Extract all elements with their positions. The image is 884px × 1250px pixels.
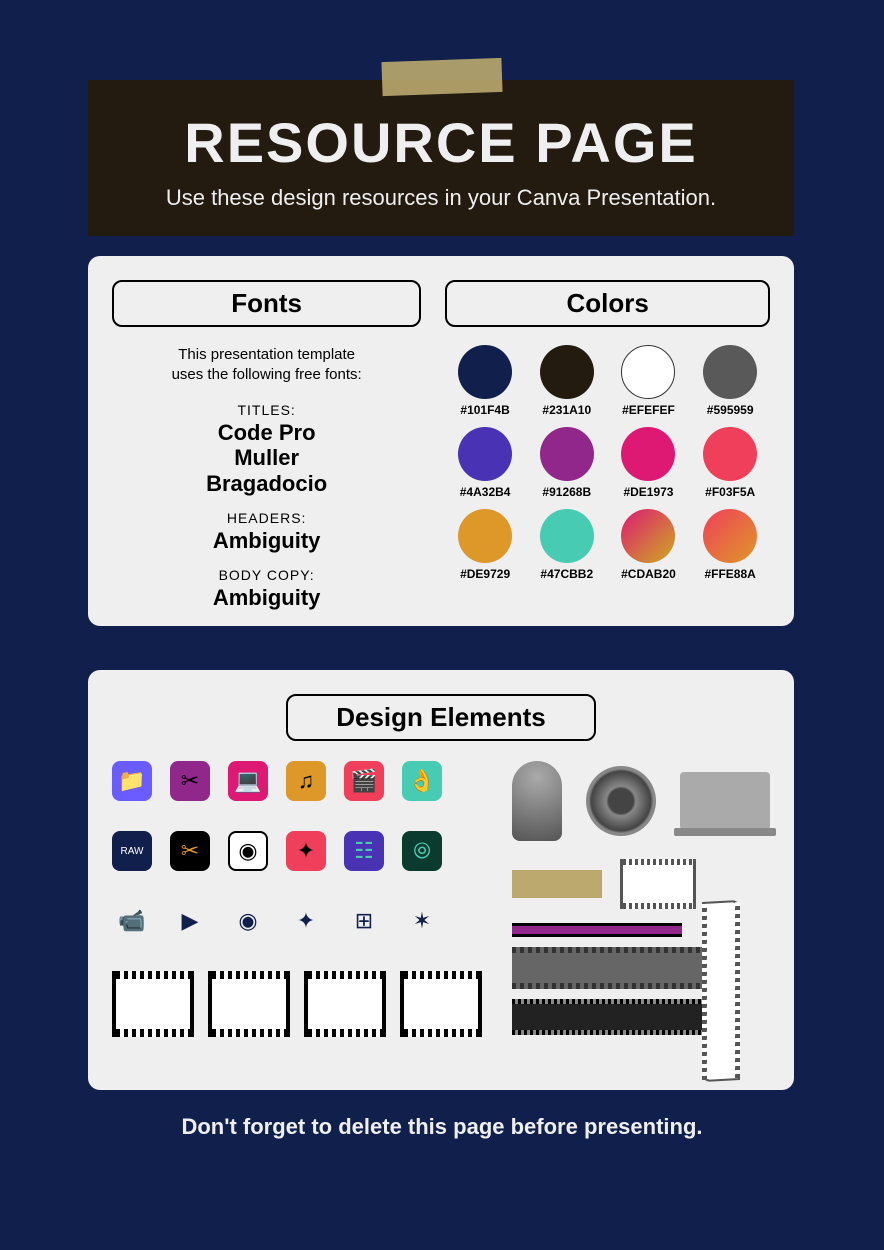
mixer-icon: ⊞: [344, 901, 384, 941]
titles-font-group: TITLES: Code Pro Muller Bragadocio: [112, 402, 421, 496]
swatch-label: #F03F5A: [696, 485, 764, 499]
swatch-circle: [621, 427, 675, 481]
swatch-label: #DE9729: [451, 567, 519, 581]
fonts-heading: Fonts: [112, 280, 421, 327]
color-swatch: #CDAB20: [615, 509, 683, 581]
color-swatch: #595959: [696, 345, 764, 417]
color-swatch: #91268B: [533, 427, 601, 499]
raw-file-icon: RAW: [112, 831, 152, 871]
swatch-circle: [703, 427, 757, 481]
image-sparkle-icon: ✦: [286, 831, 326, 871]
cut-icon: ✂: [170, 761, 210, 801]
color-swatch: #DE1973: [615, 427, 683, 499]
video-star-icon: ✦: [286, 901, 326, 941]
color-swatch: #4A32B4: [451, 427, 519, 499]
film-frame: [112, 971, 194, 1037]
film-strip-purple: [512, 923, 682, 937]
swatch-label: #91268B: [533, 485, 601, 499]
swatch-label: #DE1973: [615, 485, 683, 499]
tape-element: [512, 870, 602, 898]
headers-font-group: HEADERS: Ambiguity: [112, 510, 421, 553]
design-elements-card: Design Elements 📁 ✂ 💻 ♫ 🎬 👌 RAW ✂ ◉ ✦ ☷ ⦾ 📹 ▶ ◉ ✦ ⊞ ✶: [88, 670, 794, 1090]
icons-left-grid: 📁 ✂ 💻 ♫ 🎬 👌 RAW ✂ ◉ ✦ ☷ ⦾ 📹 ▶ ◉ ✦ ⊞ ✶: [112, 761, 482, 1037]
color-swatch: #DE9729: [451, 509, 519, 581]
laptop-icon: 💻: [228, 761, 268, 801]
swatch-circle: [540, 345, 594, 399]
swatch-label: #47CBB2: [533, 567, 601, 581]
swatch-circle: [703, 509, 757, 563]
body-font-group: BODY COPY: Ambiguity: [112, 567, 421, 610]
swatch-circle: [458, 345, 512, 399]
fonts-column: Fonts This presentation template uses th…: [112, 280, 421, 602]
film-strip-vertical: [702, 900, 740, 1082]
color-swatch: #47CBB2: [533, 509, 601, 581]
clapper-icon: 🎬: [344, 761, 384, 801]
swatch-label: #FFE88A: [696, 567, 764, 581]
fonts-intro: This presentation template uses the foll…: [112, 345, 421, 384]
page-title: RESOURCE PAGE: [108, 110, 774, 175]
swatch-circle: [540, 509, 594, 563]
laptop-gray-icon: [680, 772, 770, 830]
elements-right: [512, 761, 770, 1037]
color-swatch: #FFE88A: [696, 509, 764, 581]
microphone-icon: [512, 761, 562, 841]
swatch-label: #595959: [696, 403, 764, 417]
design-heading: Design Elements: [286, 694, 596, 741]
film-reel-icon: [586, 766, 656, 836]
footer-text: Don't forget to delete this page before …: [0, 1114, 884, 1140]
page-subtitle: Use these design resources in your Canva…: [108, 185, 774, 211]
swatch-circle: [540, 427, 594, 481]
film-frame-small: [620, 859, 696, 909]
swatch-label: #4A32B4: [451, 485, 519, 499]
swatch-circle: [621, 509, 675, 563]
color-swatch: #EFEFEF: [615, 345, 683, 417]
film-frame: [208, 971, 290, 1037]
cd-cut-icon: ◉: [228, 901, 268, 941]
play-cut-icon: ▶: [170, 901, 210, 941]
color-swatch: #101F4B: [451, 345, 519, 417]
colors-heading: Colors: [445, 280, 770, 327]
swatch-circle: [703, 345, 757, 399]
film-strip-icon: ⦾: [402, 831, 442, 871]
film-strip-gray: [512, 947, 702, 989]
colors-column: Colors #101F4B #231A10 #EFEFEF #595959 #4A32…: [445, 280, 770, 602]
equalizer-icon: ☷: [344, 831, 384, 871]
folder-icon: 📁: [112, 761, 152, 801]
swatch-label: #CDAB20: [615, 567, 683, 581]
swatch-circle: [458, 509, 512, 563]
graphic-icon: ◉: [228, 831, 268, 871]
ok-hand-icon: 👌: [402, 761, 442, 801]
film-frame: [400, 971, 482, 1037]
swatch-label: #EFEFEF: [615, 403, 683, 417]
swatch-label: #101F4B: [451, 403, 519, 417]
film-strip-dark: [512, 999, 702, 1035]
film-cut-icon: ✂: [170, 831, 210, 871]
fonts-colors-card: Fonts This presentation template uses th…: [88, 256, 794, 626]
color-swatch: #F03F5A: [696, 427, 764, 499]
film-frame: [304, 971, 386, 1037]
swatch-circle: [458, 427, 512, 481]
reel-spread-icon: ✶: [402, 901, 442, 941]
swatch-label: #231A10: [533, 403, 601, 417]
music-icon: ♫: [286, 761, 326, 801]
header-box: RESOURCE PAGE Use these design resources…: [88, 80, 794, 236]
color-swatch: #231A10: [533, 345, 601, 417]
camera-file-icon: 📹: [112, 901, 152, 941]
tape-decoration: [381, 58, 502, 96]
swatch-circle: [621, 345, 675, 399]
